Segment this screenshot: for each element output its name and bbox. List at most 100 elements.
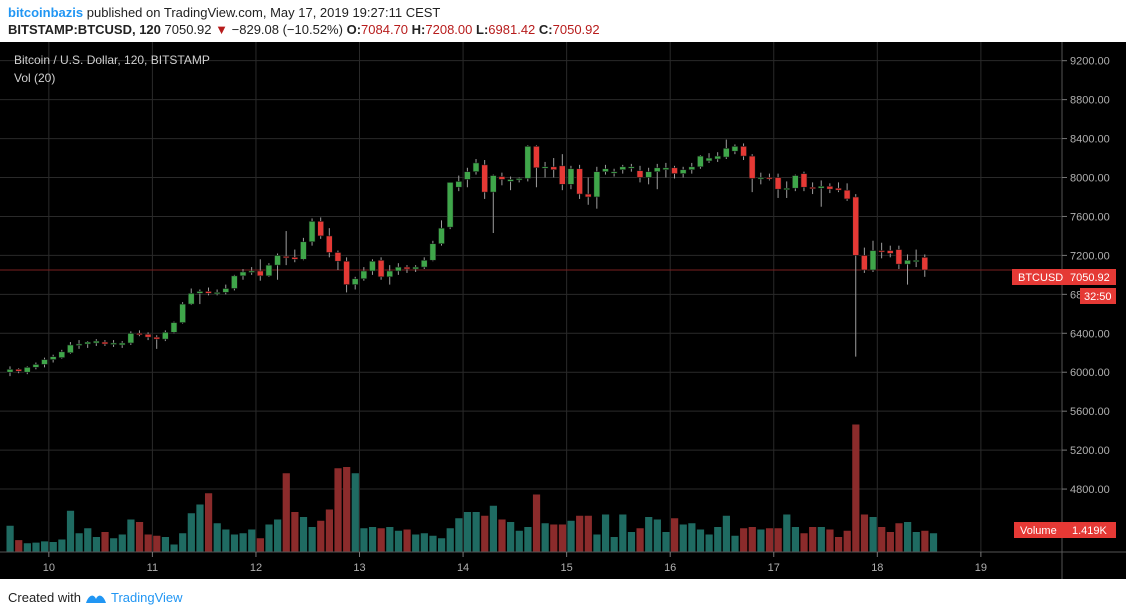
candle (351, 276, 359, 290)
candle (671, 165, 678, 179)
candle (395, 263, 402, 275)
candle (584, 177, 592, 205)
candle (731, 144, 739, 155)
volume-bar (714, 527, 722, 552)
volume-bar (196, 504, 204, 552)
candle-body (455, 181, 463, 188)
candle-body (222, 288, 230, 293)
chart-area[interactable]: 9200.00 8800.00 8400.00 8000.00 7600.00 7200.… (0, 42, 1126, 579)
candle-body (291, 257, 299, 260)
volume-bar (696, 529, 705, 552)
chart-svg[interactable]: 9200.00 8800.00 8400.00 8000.00 7600.00 7200.… (0, 42, 1126, 579)
candle-body (75, 343, 83, 346)
volume-bar (645, 517, 653, 552)
volume-bar (627, 532, 636, 552)
candle (748, 154, 756, 193)
candle (213, 289, 221, 296)
candle-layer (6, 139, 929, 377)
price-tick-label: 6400.00 (1070, 328, 1110, 340)
volume-bar (722, 515, 730, 552)
volume-bar (757, 529, 765, 552)
candle (904, 254, 911, 285)
symbol-label: BITSTAMP:BTCUSD, 120 (8, 22, 161, 37)
candle-body (32, 364, 40, 368)
volume-bar (282, 473, 290, 552)
volume-bar (929, 533, 938, 552)
candle (464, 167, 471, 188)
high-value: 7208.00 (425, 22, 473, 37)
candle (852, 194, 860, 357)
time-tick-label: 19 (975, 562, 987, 574)
candle-body (472, 162, 480, 172)
time-tick-label: 11 (147, 562, 158, 574)
volume-bar (912, 532, 920, 552)
candle (58, 349, 66, 359)
volume-bar (49, 542, 57, 552)
candle-body (722, 148, 730, 158)
volume-bar (852, 424, 860, 552)
candle (722, 139, 730, 160)
candle (403, 265, 411, 273)
volume-bar (230, 534, 239, 552)
candle (809, 182, 816, 195)
candle-body (231, 275, 238, 289)
volume-bar (101, 532, 109, 552)
last-price: 7050.92 (164, 22, 212, 37)
volume-bar (826, 529, 834, 552)
volume-bar (481, 515, 489, 552)
candle (550, 158, 557, 178)
candle (541, 161, 549, 178)
candle (679, 166, 687, 178)
candle-body (766, 177, 773, 180)
volume-bar (170, 544, 178, 552)
candle-body (714, 155, 721, 160)
time-axis[interactable]: 10 11 12 13 14 15 16 17 18 19 (43, 552, 987, 574)
volume-bar (127, 519, 135, 552)
volume-bar (567, 520, 575, 552)
candle-body (187, 293, 195, 305)
volume-tag-label: Volume (1020, 525, 1057, 537)
time-tick-label: 14 (457, 562, 469, 574)
volume-bar (843, 530, 851, 552)
author-link[interactable]: bitcoinbazis (8, 5, 84, 20)
volume-bar (610, 537, 618, 552)
candle (32, 362, 40, 370)
candle-body (774, 177, 782, 190)
volume-bar (904, 522, 912, 552)
volume-bar (532, 494, 541, 552)
volume-bar (455, 518, 463, 552)
candle-body (524, 146, 532, 179)
time-tick-label: 10 (43, 562, 55, 574)
volume-bar (135, 522, 144, 552)
volume-bar (809, 527, 817, 552)
price-tick-label: 8400.00 (1070, 134, 1110, 146)
candle (84, 341, 91, 348)
volume-bar (895, 523, 903, 552)
candle-body (645, 171, 652, 178)
candle-body (800, 173, 808, 188)
candle-body (619, 166, 627, 171)
last-price-symbol: BTCUSD (1018, 272, 1063, 284)
candle-body (136, 332, 143, 336)
volume-bar (394, 530, 403, 552)
volume-bar (58, 539, 66, 552)
volume-bar (800, 533, 808, 552)
volume-bar (23, 543, 31, 552)
volume-bar (576, 515, 584, 552)
volume-bar (274, 519, 282, 552)
tradingview-link[interactable]: TradingView (110, 590, 183, 605)
created-with: Created with TradingView (8, 590, 183, 605)
candle-body (205, 291, 212, 294)
volume-layer (6, 424, 938, 552)
chart-title: Bitcoin / U.S. Dollar, 120, BITSTAMP (14, 53, 210, 67)
candle-body (127, 332, 135, 344)
candle-body (912, 259, 920, 263)
candle-body (170, 322, 178, 333)
candle-body (93, 340, 100, 344)
candle (576, 164, 583, 199)
candle-body (179, 303, 186, 323)
footer: Created with TradingView (0, 579, 1126, 615)
candle (291, 249, 299, 263)
volume-bar (368, 527, 377, 552)
candle (23, 366, 31, 375)
